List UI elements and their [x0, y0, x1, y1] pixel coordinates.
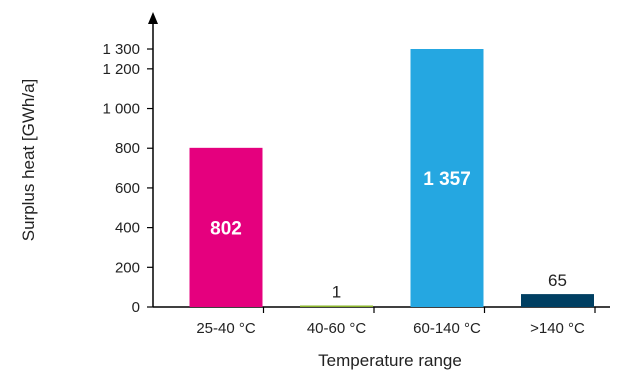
- x-tick-label: 25-40 °C: [196, 320, 256, 337]
- data-label: 65: [548, 271, 567, 290]
- bar: [189, 147, 263, 307]
- y-axis-title: Surplus heat [GWh/a]: [19, 79, 38, 242]
- y-axis-arrow: [148, 12, 158, 24]
- x-tick-group: 25-40 °C 40-60 °C 60-140 °C >140 °C: [196, 307, 596, 337]
- bar: [300, 305, 373, 307]
- bar: [521, 294, 594, 307]
- x-tick-label: 40-60 °C: [307, 320, 367, 337]
- data-label: 1: [332, 283, 341, 302]
- y-tick-label: 400: [115, 220, 140, 237]
- x-tick-label: 60-140 °C: [413, 320, 481, 337]
- y-tick-label: 200: [115, 259, 140, 276]
- data-label: 1 357: [423, 169, 471, 190]
- y-tick-label: 1 300: [102, 41, 140, 58]
- data-label: 802: [210, 218, 242, 239]
- y-tick-label: 0: [132, 299, 140, 316]
- y-tick-group: 0 200 400 600 800 1 000 1 200 1 300: [102, 41, 153, 316]
- bar: [410, 49, 484, 307]
- x-axis-title: Temperature range: [318, 351, 462, 370]
- x-tick-label: >140 °C: [530, 320, 585, 337]
- y-tick-label: 1 200: [102, 61, 140, 78]
- y-tick-label: 800: [115, 140, 140, 157]
- y-tick-label: 600: [115, 180, 140, 197]
- y-tick-label: 1 000: [102, 101, 140, 118]
- bar-group: 802 1 1 357 65: [189, 49, 594, 307]
